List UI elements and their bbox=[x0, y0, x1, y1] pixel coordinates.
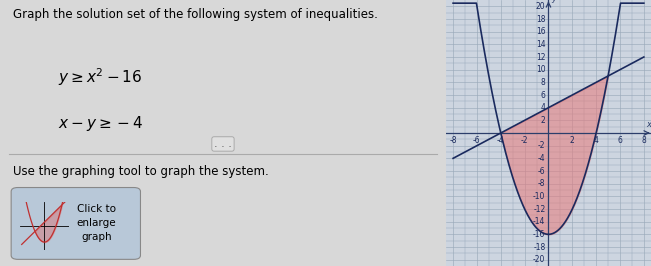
FancyBboxPatch shape bbox=[11, 188, 141, 259]
Text: Graph the solution set of the following system of inequalities.: Graph the solution set of the following … bbox=[14, 8, 378, 21]
Text: Click to
enlarge
graph: Click to enlarge graph bbox=[77, 205, 117, 242]
Text: . . .: . . . bbox=[214, 139, 232, 149]
Text: y: y bbox=[551, 0, 557, 3]
Text: 10: 10 bbox=[536, 65, 546, 74]
Text: 16: 16 bbox=[536, 27, 546, 36]
Text: 12: 12 bbox=[536, 52, 546, 61]
Text: 18: 18 bbox=[536, 15, 546, 23]
Text: -2: -2 bbox=[538, 141, 546, 150]
Text: -20: -20 bbox=[533, 255, 546, 264]
Text: 4: 4 bbox=[594, 136, 599, 145]
Text: 2: 2 bbox=[570, 136, 575, 145]
Text: -16: -16 bbox=[533, 230, 546, 239]
Text: -6: -6 bbox=[538, 167, 546, 176]
Text: -4: -4 bbox=[538, 154, 546, 163]
Text: -2: -2 bbox=[521, 136, 529, 145]
Text: 6: 6 bbox=[618, 136, 622, 145]
Text: 2: 2 bbox=[541, 116, 546, 125]
Text: 4: 4 bbox=[540, 103, 546, 112]
Text: -18: -18 bbox=[533, 243, 546, 251]
Text: -12: -12 bbox=[533, 205, 546, 214]
Text: 20: 20 bbox=[536, 2, 546, 11]
Text: -14: -14 bbox=[533, 217, 546, 226]
Text: 8: 8 bbox=[541, 78, 546, 87]
Text: $x - y \geq -4$: $x - y \geq -4$ bbox=[58, 114, 143, 133]
Text: x: x bbox=[646, 119, 651, 128]
Text: -4: -4 bbox=[497, 136, 505, 145]
Text: -6: -6 bbox=[473, 136, 480, 145]
Text: -8: -8 bbox=[538, 179, 546, 188]
Text: $y \geq x^2 - 16$: $y \geq x^2 - 16$ bbox=[58, 66, 143, 88]
Text: 8: 8 bbox=[641, 136, 646, 145]
Text: 6: 6 bbox=[540, 90, 546, 99]
Text: Use the graphing tool to graph the system.: Use the graphing tool to graph the syste… bbox=[14, 165, 269, 178]
Text: -10: -10 bbox=[533, 192, 546, 201]
Text: 14: 14 bbox=[536, 40, 546, 49]
Text: -8: -8 bbox=[449, 136, 457, 145]
